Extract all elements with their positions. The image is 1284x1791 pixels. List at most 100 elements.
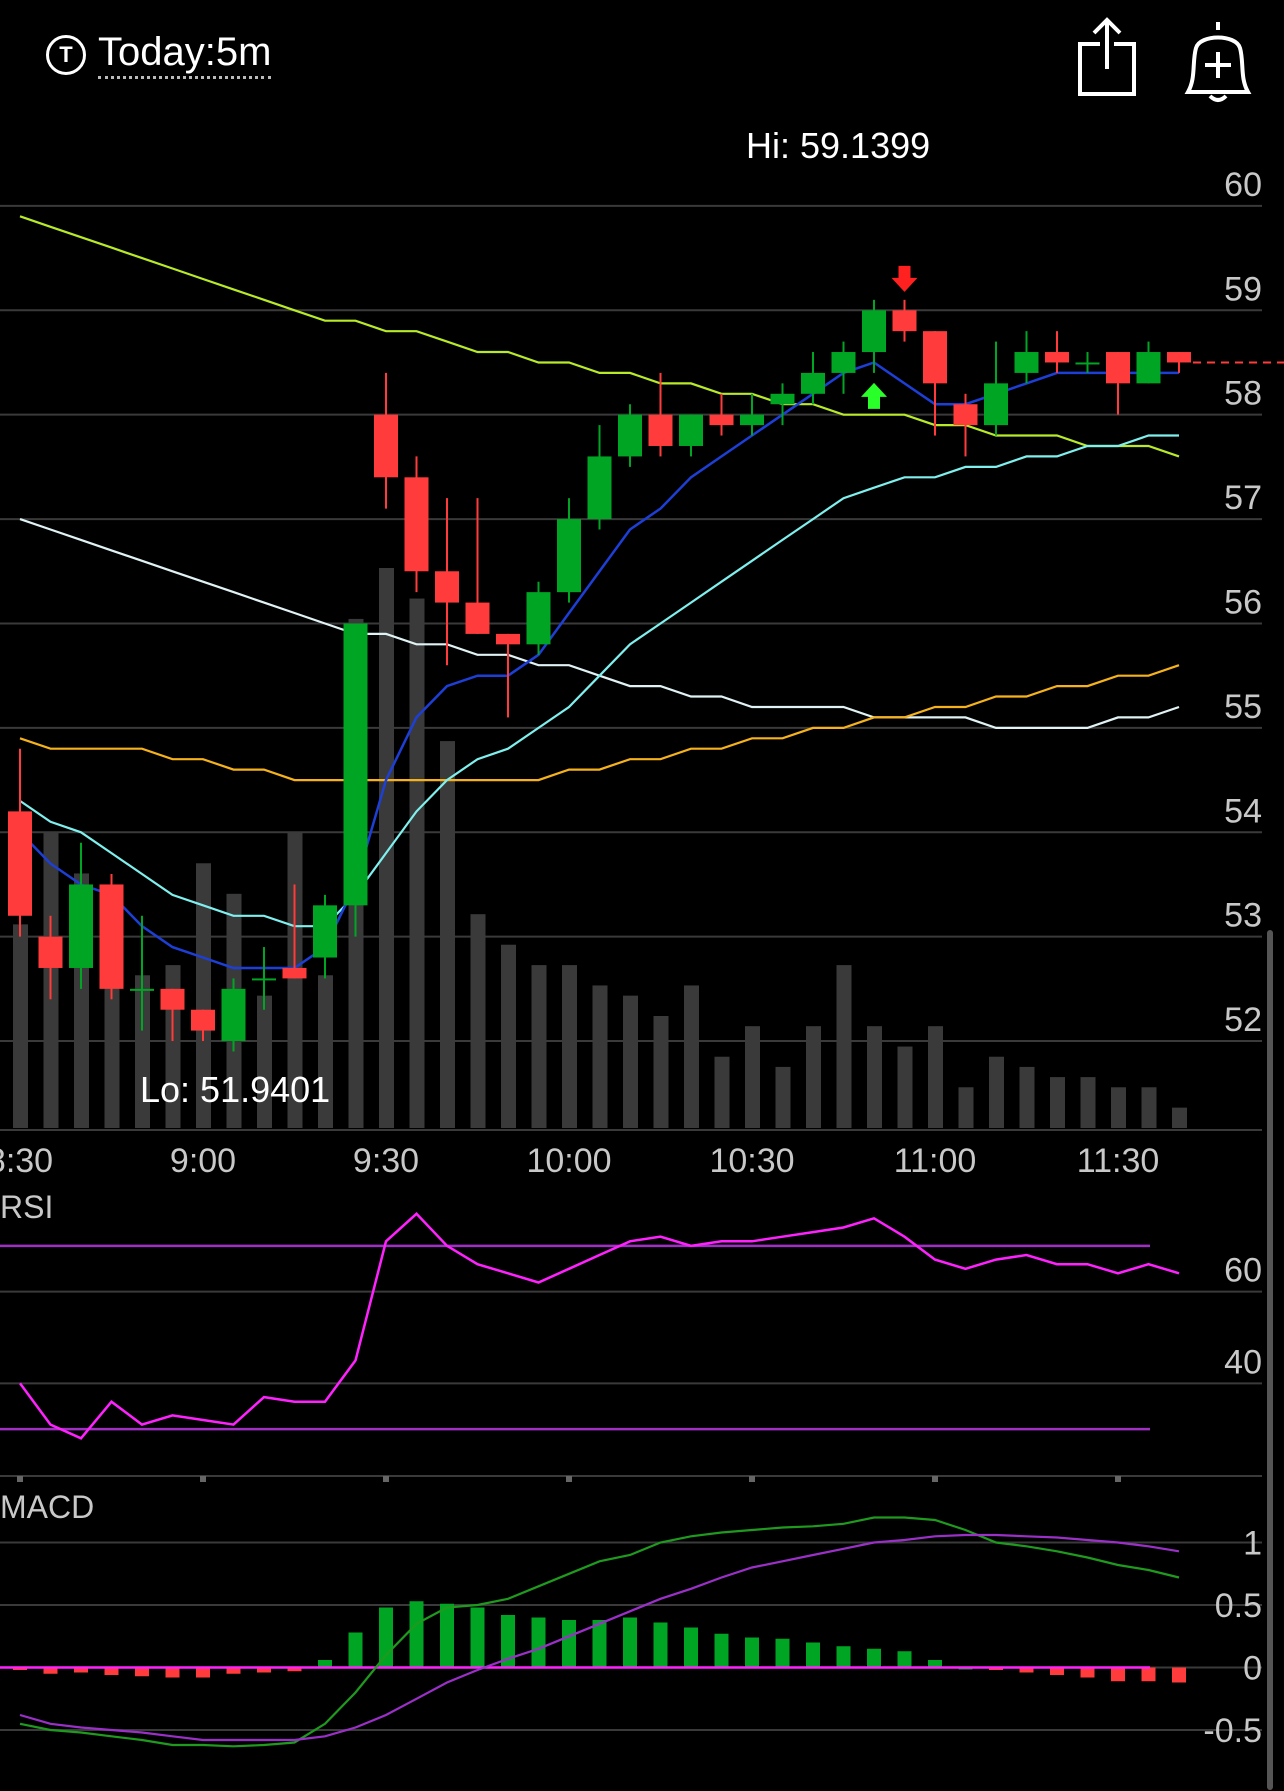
hi-label: Hi: 59.1399 (746, 125, 930, 166)
macd-histogram-bar (653, 1622, 668, 1668)
candle-body (1167, 352, 1191, 363)
x-axis-tick: 10:00 (526, 1142, 611, 1180)
price-y-tick: 60 (1224, 166, 1262, 204)
candle-body (892, 310, 917, 332)
volume-bar (531, 965, 547, 1128)
volume-bar (135, 975, 150, 1128)
candle-body (69, 884, 93, 968)
volume-bar (1050, 1077, 1065, 1128)
top-toolbar: T Today:5m (0, 0, 1284, 110)
candle-body (831, 352, 856, 373)
signal-line (19, 1533, 1180, 1742)
macd-histogram-bar (531, 1617, 546, 1668)
macd-histogram-bar (836, 1646, 851, 1668)
macd-histogram-bar (165, 1667, 180, 1678)
macd-histogram-bar (867, 1648, 881, 1668)
volume-bar (287, 832, 303, 1128)
macd-histogram-bar (379, 1607, 393, 1668)
candle-body (648, 414, 673, 446)
volume-bar (653, 1016, 669, 1128)
macd-histogram-bar (623, 1617, 637, 1668)
macd-histogram-bar (226, 1667, 241, 1674)
x-axis-tick: 9:00 (170, 1142, 236, 1180)
macd-histogram-bar (74, 1667, 88, 1673)
candle-body (618, 414, 642, 457)
volume-bar (409, 598, 425, 1128)
candle-body (984, 383, 1008, 426)
rsi-x-tick-mark (383, 1476, 389, 1482)
vertical-scrollbar[interactable] (1267, 930, 1273, 1790)
macd-y-tick: 0.5 (1215, 1587, 1262, 1625)
sma-long-line (19, 215, 1180, 458)
macd-histogram-bar (592, 1620, 607, 1668)
candle-body (862, 310, 886, 353)
price-y-tick: 53 (1224, 897, 1262, 935)
volume-bar (470, 914, 486, 1128)
candle-body (465, 602, 490, 634)
volume-bar (623, 995, 638, 1128)
macd-histogram-bar (775, 1638, 790, 1668)
macd-histogram-bar (684, 1627, 698, 1668)
macd-histogram-bar (806, 1642, 820, 1668)
candle-body (709, 414, 734, 426)
candle-body (8, 811, 32, 916)
candle-body (953, 404, 978, 426)
volume-bar (379, 568, 394, 1128)
volume-bar (501, 944, 516, 1128)
x-axis-tick: 9:30 (353, 1142, 419, 1180)
macd-histogram-bar (43, 1667, 58, 1674)
macd-histogram-bar (318, 1660, 332, 1668)
bell-plus-icon[interactable] (1176, 14, 1260, 104)
timeframe-selector[interactable]: T Today:5m (46, 30, 272, 79)
macd-histogram-bar (1141, 1667, 1156, 1682)
volume-bar (257, 995, 272, 1128)
candle-body (99, 884, 124, 989)
rsi-x-tick-mark (932, 1476, 938, 1482)
x-axis-tick: 10:30 (709, 1142, 794, 1180)
x-axis-tick: 11:00 (894, 1142, 977, 1180)
candle-body (191, 1009, 215, 1031)
macd-histogram-bar (440, 1603, 454, 1668)
macd-histogram-bar (1111, 1667, 1125, 1682)
candle-body (557, 519, 581, 593)
macd-histogram-bar (501, 1615, 515, 1668)
macd-histogram-bar (714, 1633, 729, 1668)
candle-body (1045, 352, 1069, 363)
candle-body (282, 967, 307, 979)
volume-bar (1111, 1087, 1126, 1128)
macd-histogram-bar (104, 1667, 119, 1675)
candle-body (404, 477, 429, 572)
macd-line (19, 1516, 1180, 1748)
lo-label: Lo: 51.9401 (140, 1069, 330, 1110)
macd-histogram-bar (409, 1601, 424, 1668)
candle-body (526, 592, 551, 645)
macd-histogram-bar (745, 1637, 759, 1668)
ema-mid-line (19, 434, 1179, 928)
candle-body (923, 331, 947, 384)
candle-body (130, 988, 154, 991)
volume-bar (1141, 1087, 1157, 1128)
candle-body (1014, 352, 1039, 373)
candle-body (374, 414, 398, 478)
macd-histogram-bar (928, 1660, 942, 1668)
candle-body (1106, 352, 1130, 384)
price-y-tick: 55 (1224, 688, 1262, 726)
volume-bar (836, 965, 852, 1128)
macd-y-tick: -0.5 (1203, 1712, 1262, 1750)
timeframe-label[interactable]: Today:5m (98, 30, 272, 79)
candle-body (770, 393, 795, 405)
sell-signal-arrow (891, 265, 918, 292)
macd-histogram-bar (1050, 1667, 1064, 1675)
candle-body (496, 633, 520, 645)
volume-bar (745, 1026, 760, 1128)
ticker-icon: T (46, 34, 86, 75)
share-icon[interactable] (1072, 14, 1156, 104)
candle-body (38, 936, 63, 968)
volume-bar (104, 965, 120, 1128)
price-y-tick: 54 (1224, 792, 1262, 830)
volume-bar (684, 985, 699, 1128)
volume-bar (806, 1026, 821, 1128)
x-axis-tick: 11:30 (1077, 1142, 1160, 1180)
candle-body (435, 571, 459, 603)
